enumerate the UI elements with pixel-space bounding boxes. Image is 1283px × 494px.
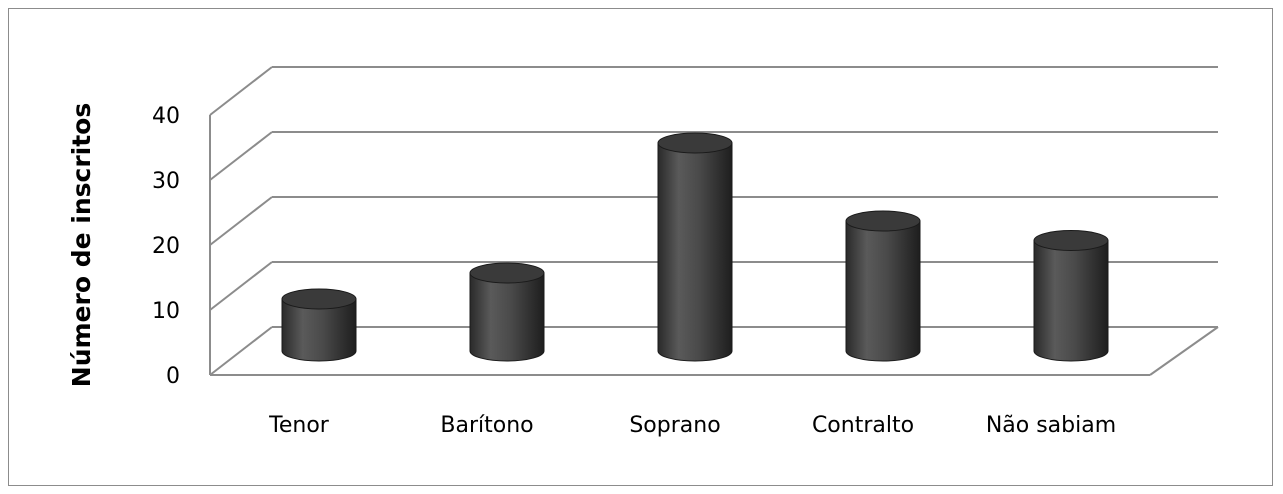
gridline-side-40 — [209, 66, 273, 116]
y-tick-label-10: 10 — [152, 299, 180, 324]
x-category-label-4: Não sabiam — [986, 413, 1116, 438]
bar-top-2 — [657, 132, 733, 154]
gridline-side-20 — [209, 196, 273, 246]
bar-top-1 — [469, 262, 545, 284]
bar-1 — [469, 262, 545, 362]
bar-body-2 — [657, 142, 733, 362]
bar-0 — [281, 288, 357, 362]
bar-4 — [1033, 230, 1109, 362]
bar-body-4 — [1033, 240, 1109, 362]
bar-top-4 — [1033, 230, 1109, 251]
gridline-side-0 — [209, 326, 273, 376]
bar-body-3 — [845, 220, 921, 362]
bars — [281, 132, 1109, 362]
x-category-label-0: Tenor — [268, 413, 330, 438]
bar-body-0 — [281, 298, 357, 362]
x-category-label-2: Soprano — [629, 413, 720, 438]
y-tick-label-40: 40 — [152, 104, 180, 129]
y-tick-label-0: 0 — [166, 364, 180, 389]
y-axis-ticks: 0 10 20 30 40 — [152, 104, 180, 389]
bar-3 — [845, 210, 921, 362]
x-category-label-1: Barítono — [440, 413, 533, 438]
bar-top-0 — [281, 288, 357, 310]
bar-body-1 — [469, 272, 545, 362]
y-axis-title: Número de inscritos — [67, 103, 96, 387]
x-axis-categories: Tenor Barítono Soprano Contralto Não sabiam — [268, 413, 1116, 438]
y-tick-label-30: 30 — [152, 169, 180, 194]
x-category-label-3: Contralto — [812, 413, 914, 438]
bar-2 — [657, 132, 733, 362]
gridline-side-10 — [209, 261, 273, 311]
bar-top-3 — [845, 210, 921, 232]
floor-right-edge — [1149, 326, 1219, 376]
gridline-side-30 — [209, 131, 273, 181]
y-tick-label-20: 20 — [152, 234, 180, 259]
